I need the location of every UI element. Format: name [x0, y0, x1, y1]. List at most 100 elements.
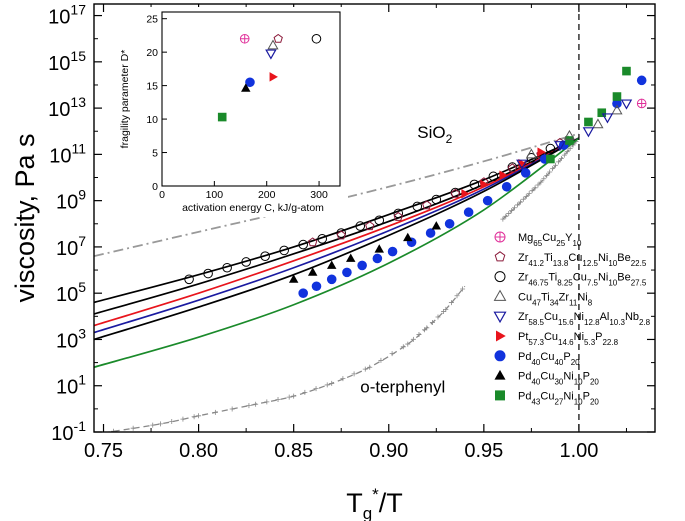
scatter-point	[507, 163, 518, 173]
y-tick-label: 1011	[49, 140, 86, 167]
legend-marker	[494, 271, 506, 283]
x-tick-label: 0.90	[369, 440, 408, 462]
scatter-point	[601, 113, 614, 124]
series-plus-mark	[441, 309, 447, 315]
inset-x-tick-label: 300	[310, 189, 328, 201]
series-layer	[94, 66, 647, 432]
legend-marker	[494, 369, 506, 380]
legend-label: Pd43Cu27Ni10P20	[518, 390, 599, 406]
series-plus-mark	[544, 172, 550, 178]
scatter-point	[537, 147, 546, 157]
scatter-point	[374, 215, 385, 226]
legend-label: Mg65Cu25Y10	[518, 232, 582, 248]
legend-label: Pd40Cu30Ni10P20	[518, 371, 599, 387]
x-tick-label: 1.00	[559, 440, 598, 462]
series-plus-mark	[561, 152, 567, 158]
series-plus-mark	[526, 191, 532, 197]
inset-y-tick-label: 15	[146, 81, 158, 93]
scatter-point	[431, 221, 442, 230]
series-plus-mark	[564, 149, 570, 155]
x-tick-label: 0.75	[84, 440, 123, 462]
series-plus-mark	[547, 169, 553, 175]
scatter-point	[525, 148, 537, 159]
inset-frame	[161, 11, 341, 187]
series-plus-mark	[500, 216, 506, 222]
inset-y-axis-title: fragility parameter D*	[119, 50, 131, 149]
inset-x-tick-label: 200	[258, 189, 276, 201]
scatter-point	[403, 232, 413, 242]
annotation-1: o-terphenyl	[360, 378, 445, 397]
scatter-point	[461, 188, 470, 199]
x-tick-label: 0.80	[179, 440, 218, 462]
scatter-point	[184, 274, 194, 285]
series-line-7	[94, 137, 580, 341]
y-tick-label: 107	[56, 233, 86, 260]
series-plus-mark	[191, 414, 197, 420]
series-plus-mark	[169, 419, 175, 425]
series-plus-mark	[362, 366, 368, 372]
scatter-series-9	[184, 143, 556, 285]
series-plus-mark	[196, 413, 202, 419]
series-line-5	[94, 137, 580, 327]
inset-point	[311, 33, 322, 44]
series-plus-mark	[111, 428, 117, 432]
legend-entry: Mg65Cu25Y10	[494, 231, 582, 248]
inset-point	[217, 112, 227, 122]
series-plus-mark	[550, 166, 556, 172]
scatter-point	[298, 288, 308, 298]
series-plus-mark	[158, 421, 164, 427]
legend-entry: Pd43Cu27Ni10P20	[495, 390, 599, 406]
x-tick-label: 0.95	[464, 440, 503, 462]
legend-entry: Zr58.5Cu15.6Ni12.8Al10.3Nb2.8	[493, 311, 651, 327]
legend-entry: Pt57.3Cu14.6Ni5.3P22.8	[496, 330, 619, 347]
scatter-point	[355, 221, 366, 231]
series-plus-mark	[558, 155, 564, 161]
series-plus-mark	[429, 319, 435, 325]
series-plus-mark	[514, 202, 520, 208]
scatter-point	[620, 99, 633, 110]
scatter-point	[298, 239, 308, 250]
scatter-point	[387, 246, 398, 257]
series-plus-mark	[416, 332, 422, 338]
scatter-point	[516, 159, 528, 170]
y-tick-label: 109	[56, 187, 86, 214]
series-plus-mark	[454, 293, 460, 299]
legend-label: Zr41.2Ti13.8Cu12.5Ni10Be22.5	[518, 252, 647, 268]
series-plus-mark	[443, 306, 449, 312]
legend-marker	[494, 251, 506, 262]
series-plus-mark	[367, 364, 373, 370]
scatter-point	[499, 170, 508, 180]
scatter-series-13	[461, 147, 546, 199]
legend-label: Zr46.75Ti8.25Cu7.5Ni10Be27.5	[518, 272, 647, 288]
y-axis-title: viscosity, Pa s	[10, 133, 40, 302]
scatter-point	[222, 262, 232, 273]
scatter-point	[563, 129, 576, 140]
y-tick-label: 1015	[48, 48, 86, 75]
legend-marker	[495, 390, 505, 401]
scatter-point	[480, 179, 489, 190]
scatter-point	[611, 104, 623, 115]
scatter-point	[584, 117, 593, 127]
inset-y-tick-label: 10	[146, 114, 158, 126]
inset-point	[269, 72, 278, 82]
scatter-point	[597, 108, 607, 118]
series-line-3	[94, 137, 580, 304]
scatter-point	[463, 207, 474, 218]
scatter-point	[279, 245, 289, 256]
legend-entry: Pd40Cu30Ni10P20	[494, 369, 599, 387]
series-plus-mark	[150, 422, 156, 428]
series-plus-mark	[378, 357, 384, 363]
inset-point	[265, 49, 277, 60]
series-plus-mark	[324, 382, 330, 388]
scatter-point	[431, 194, 442, 205]
scatter-point	[393, 208, 404, 219]
y-tick-label: 105	[56, 279, 86, 306]
inset-x-tick-label: 100	[206, 189, 224, 201]
series-plus-mark	[541, 176, 547, 182]
scatter-point	[203, 268, 213, 279]
series-plus-mark	[400, 344, 406, 350]
scatter-point	[482, 195, 493, 206]
series-plus-mark	[405, 341, 411, 347]
scatter-point	[412, 201, 423, 212]
series-plus-mark	[523, 193, 529, 199]
